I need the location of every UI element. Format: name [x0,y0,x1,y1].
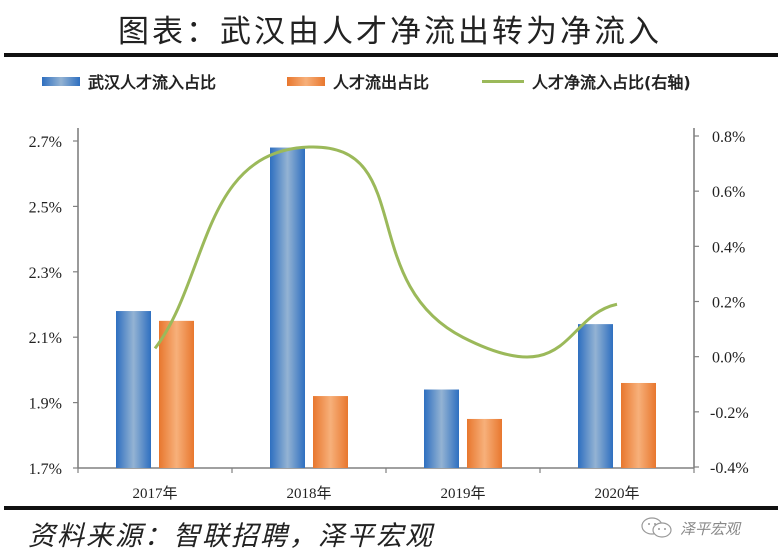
bar-inflow [270,147,305,468]
legend-label-net: 人才净流入占比(右轴) [532,73,691,92]
bar-outflow [313,396,348,468]
combo-chart: 2.7% 2.5% 2.3% 2.1% 1.9% 1.7% 0.8% 0.6% 0.4% 0.2%… [29,128,749,502]
bar-inflow [424,389,459,468]
net-inflow-curve [153,145,618,359]
left-tick-label: 2.5% [29,199,62,216]
bar-inflow [116,311,151,468]
legend-item-net: 人才净流入占比(右轴) [482,68,691,94]
right-tick-label: 0.4% [712,239,745,256]
left-tick-label: 1.7% [29,461,62,478]
legend-swatch-net [482,79,524,83]
legend-label-outflow: 人才流出占比 [333,73,430,92]
title-divider [4,53,778,57]
right-tick-label: 0.0% [712,350,745,367]
legend: 武汉人才流入占比 人才流出占比 人才净流入占比(右轴) [0,68,780,94]
right-tick-label: 0.8% [712,129,745,146]
x-tick-label: 2019年 [440,485,485,502]
bar-inflow [578,324,613,468]
x-tick-label: 2020年 [594,485,639,502]
legend-swatch-outflow [287,76,325,86]
legend-item-outflow: 人才流出占比 [287,68,429,94]
right-tick-label: 0.6% [712,184,745,201]
net-inflow-line [153,145,618,359]
chart-title: 图表：武汉由人才净流出转为净流入 [118,14,662,50]
wechat-icon [641,517,672,538]
legend-label-inflow: 武汉人才流入占比 [88,73,217,92]
bar-outflow [159,320,194,468]
right-tick-label: -0.4% [710,460,749,477]
source-note: 资料来源：智联招聘，泽平宏观 [28,521,434,552]
legend-item-inflow: 武汉人才流入占比 [42,68,216,94]
watermark-text: 泽平宏观 [680,519,741,538]
bar-outflow [621,382,656,468]
x-tick-label: 2018年 [286,485,331,502]
legend-swatch-inflow [42,76,80,86]
axis-labels: 2.7% 2.5% 2.3% 2.1% 1.9% 1.7% 0.8% 0.6% 0.4% 0.2%… [29,129,749,502]
left-tick-label: 2.7% [29,134,62,151]
left-tick-label: 1.9% [29,396,62,413]
footer-divider [4,506,778,510]
x-tick-label: 2017年 [132,485,177,502]
left-tick-label: 2.3% [29,265,62,282]
right-tick-label: -0.2% [710,405,749,422]
watermark: 泽平宏观 [640,516,740,540]
bar-outflow [467,418,502,468]
bars [116,147,656,468]
right-tick-label: 0.2% [712,295,745,312]
left-tick-label: 2.1% [29,330,62,347]
